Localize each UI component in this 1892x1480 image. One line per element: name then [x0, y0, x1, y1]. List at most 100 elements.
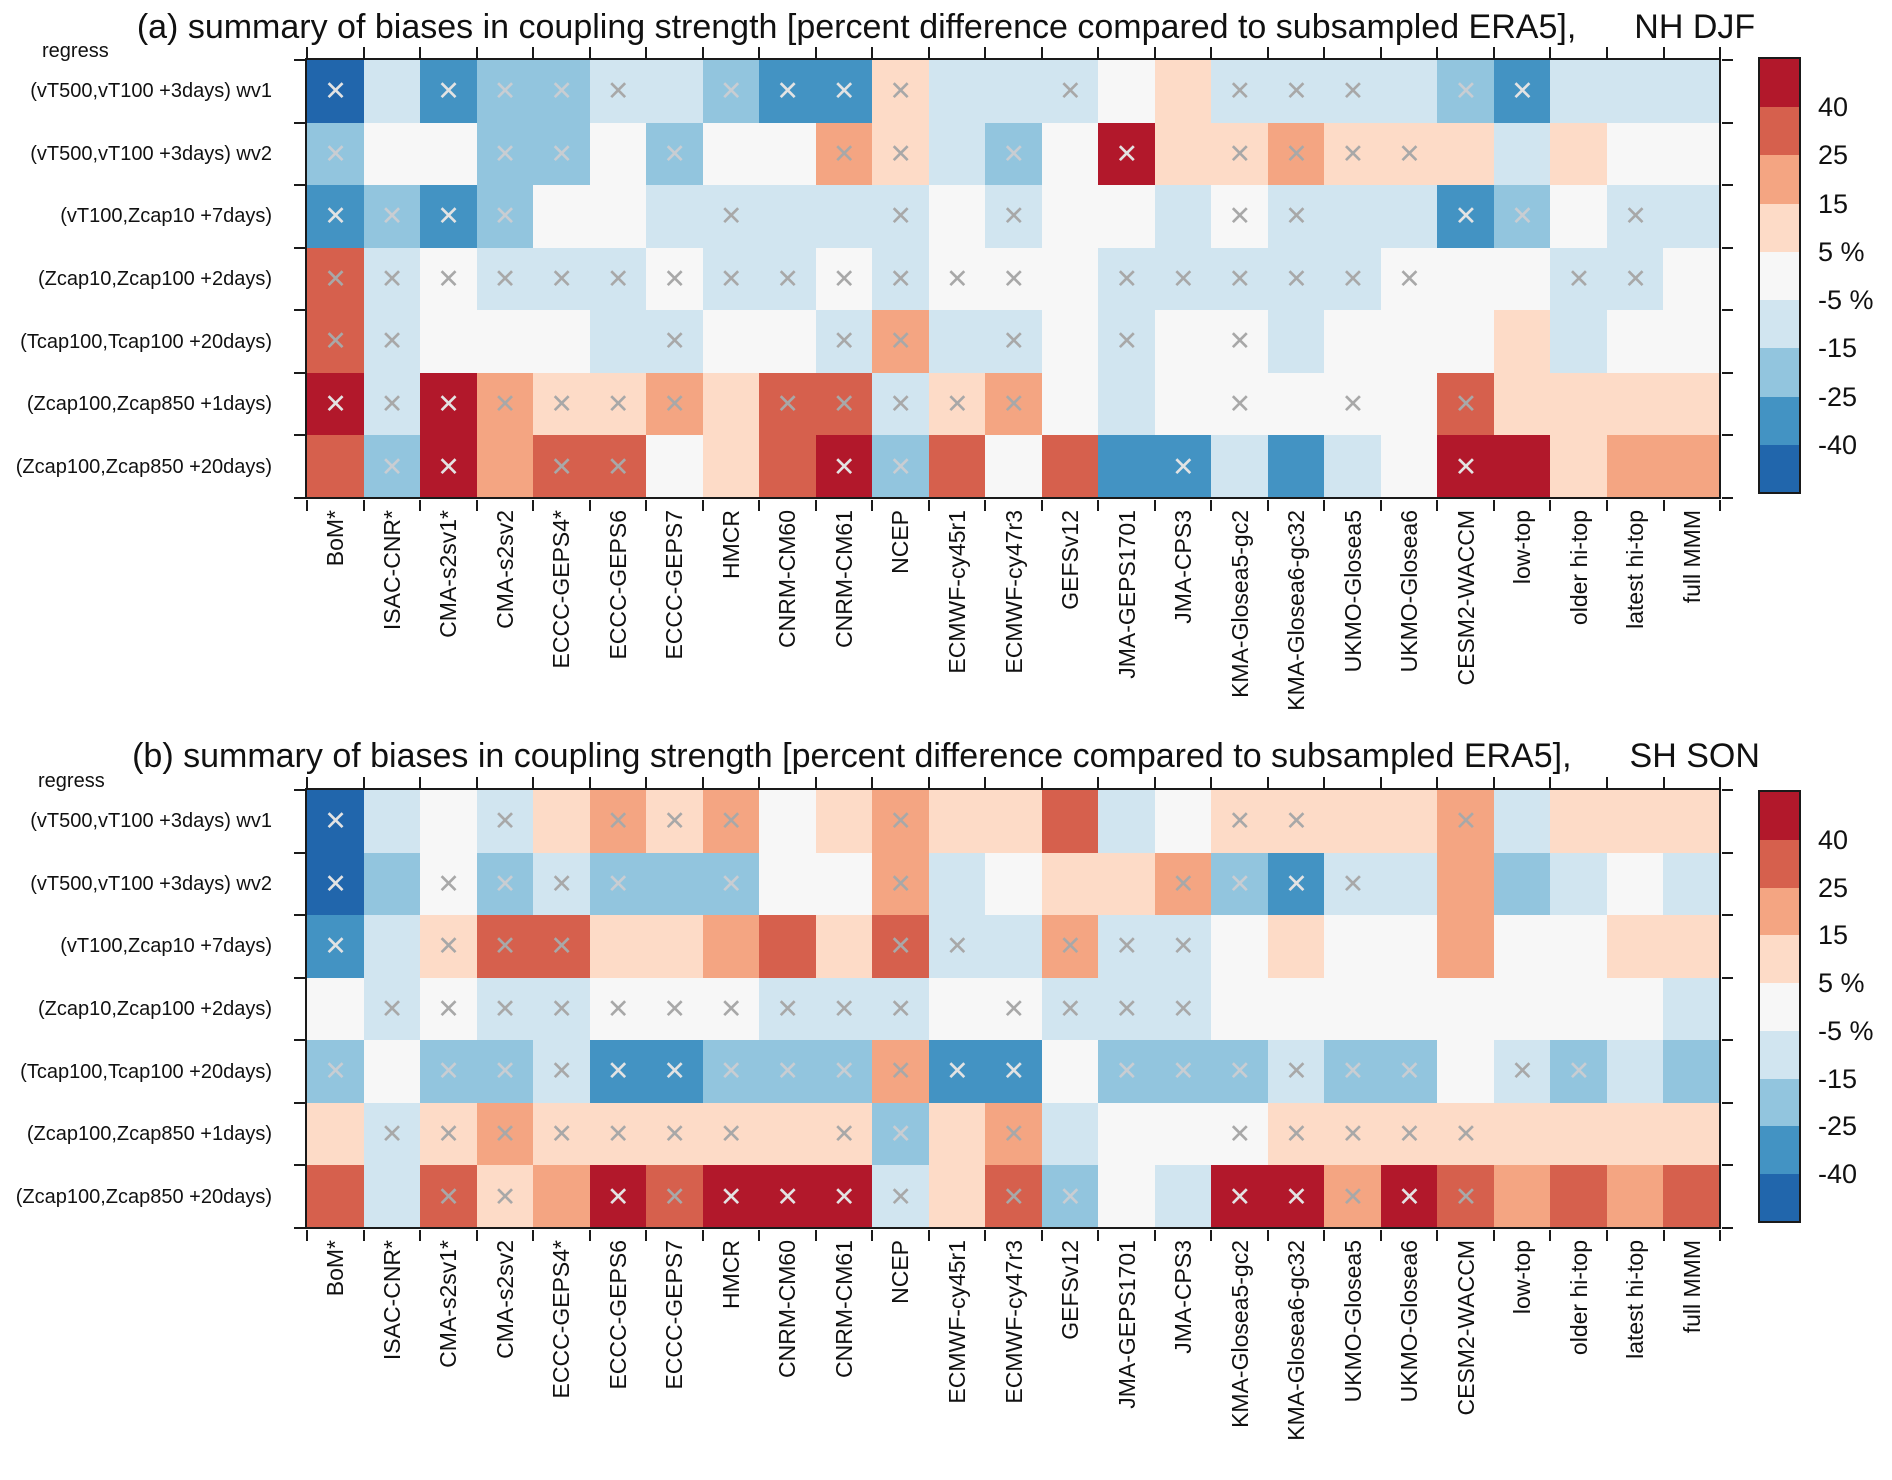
heatmap-cell: ✕: [702, 852, 760, 916]
heatmap-cell: [1154, 185, 1212, 249]
cross-marker: ✕: [493, 1056, 517, 1088]
cross-marker: ✕: [380, 326, 404, 358]
colorbar-segment: [1760, 983, 1800, 1032]
colorbar-tick-label: -5 %: [1818, 285, 1874, 316]
heatmap-cell: [363, 1165, 421, 1229]
cross-marker: ✕: [832, 138, 856, 170]
axis-tick: [1549, 47, 1552, 58]
heatmap-cell: [1606, 1102, 1665, 1166]
heatmap-cell: ✕: [759, 372, 817, 436]
axis-tick: [1719, 777, 1721, 788]
heatmap-cell: [1154, 1165, 1212, 1229]
heatmap-cell: [1154, 372, 1212, 436]
cross-marker: ✕: [1115, 138, 1139, 170]
heatmap-cell: ✕: [759, 977, 817, 1041]
heatmap-cell: ✕: [702, 977, 760, 1041]
column-label: GEFSv12: [1057, 510, 1084, 610]
heatmap-cell: [759, 915, 817, 979]
cross-marker: ✕: [1115, 263, 1139, 295]
column-label: CNRM-CM60: [774, 1240, 801, 1378]
cross-marker: ✕: [1228, 263, 1252, 295]
cross-marker: ✕: [889, 868, 913, 900]
heatmap-cell: [1606, 310, 1665, 374]
heatmap-cell: ✕: [363, 435, 421, 499]
cross-marker: ✕: [889, 451, 913, 483]
heatmap-cell: [928, 310, 986, 374]
cross-marker: ✕: [1002, 993, 1026, 1025]
heatmap-cell: ✕: [815, 247, 873, 311]
heatmap-cell: [1663, 247, 1721, 311]
heatmap-cell: ✕: [533, 852, 591, 916]
cross-marker: ✕: [1454, 806, 1478, 838]
column-label: CMA-s2sv2: [491, 510, 518, 629]
axis-tick: [645, 500, 648, 511]
heatmap-cell: [1267, 435, 1325, 499]
heatmap-cell: [1550, 1102, 1608, 1166]
axis-tick: [1040, 500, 1043, 511]
heatmap-cell: [1154, 1102, 1212, 1166]
cross-marker: ✕: [1115, 326, 1139, 358]
heatmap-cell: ✕: [872, 310, 930, 374]
cross-marker: ✕: [437, 1181, 460, 1213]
heatmap-cell: ✕: [815, 1040, 873, 1104]
row-label: (vT500,vT100 +3days) wv2: [30, 872, 272, 895]
heatmap-cell: [1493, 1165, 1552, 1229]
axis-tick: [294, 914, 305, 917]
heatmap-cell: [759, 790, 817, 854]
cross-marker: ✕: [437, 1118, 460, 1150]
cross-marker: ✕: [776, 1181, 800, 1213]
cross-marker: ✕: [1398, 1181, 1421, 1213]
heatmap-cell: [928, 852, 986, 916]
heatmap-cell: ✕: [759, 1040, 817, 1104]
heatmap-cell: ✕: [363, 977, 421, 1041]
heatmap-cell: [1493, 915, 1552, 979]
colorbar-tick-label: -5 %: [1818, 1015, 1874, 1046]
heatmap-cell: ✕: [1437, 1165, 1495, 1229]
cross-marker: ✕: [550, 1056, 573, 1088]
cross-marker: ✕: [1567, 1056, 1591, 1088]
cross-marker: ✕: [889, 263, 913, 295]
row-label: (Zcap100,Zcap850 +20days): [15, 1185, 272, 1208]
heatmap-cell: ✕: [533, 122, 591, 186]
heatmap-cell: ✕: [702, 247, 760, 311]
cross-marker: ✕: [889, 806, 913, 838]
heatmap-cell: [476, 435, 534, 499]
heatmap-cell: [307, 977, 365, 1041]
axis-tick: [1722, 497, 1733, 499]
axis-tick: [1436, 47, 1439, 58]
axis-tick: [294, 497, 305, 499]
heatmap-cell: ✕: [307, 790, 365, 854]
row-label: (Tcap100,Tcap100 +20days): [20, 1060, 272, 1083]
heatmap-cell: ✕: [1211, 60, 1269, 124]
heatmap-cell: ✕: [985, 1040, 1043, 1104]
cross-marker: ✕: [1228, 1118, 1252, 1150]
heatmap-cell: ✕: [589, 435, 647, 499]
heatmap-cell: ✕: [1211, 122, 1269, 186]
axis-tick: [1266, 47, 1269, 58]
cross-marker: ✕: [889, 931, 913, 963]
cross-marker: ✕: [437, 263, 460, 295]
colorbar-segment: [1760, 935, 1800, 984]
heatmap-cell: [1493, 247, 1552, 311]
heatmap-cell: ✕: [702, 185, 760, 249]
column-label: latest hi-top: [1622, 1240, 1649, 1359]
heatmap-cell: [815, 915, 873, 979]
heatmap-cell: [589, 122, 647, 186]
heatmap-cell: [985, 852, 1043, 916]
heatmap-cell: ✕: [759, 247, 817, 311]
axis-tick: [1722, 851, 1733, 854]
axis-tick: [419, 500, 421, 511]
axis-tick: [294, 184, 305, 187]
heatmap-cell: [985, 915, 1043, 979]
cross-marker: ✕: [493, 993, 517, 1025]
heatmap-cell: ✕: [872, 977, 930, 1041]
heatmap-cell: [1041, 247, 1099, 311]
heatmap-cell: [815, 790, 873, 854]
heatmap-cell: ✕: [646, 122, 704, 186]
heatmap-cell: ✕: [1437, 185, 1495, 249]
cross-marker: ✕: [1285, 1118, 1308, 1150]
heatmap-cell: ✕: [1380, 247, 1438, 311]
cross-marker: ✕: [380, 451, 404, 483]
cross-marker: ✕: [832, 1056, 856, 1088]
heatmap-cell: [307, 1102, 365, 1166]
